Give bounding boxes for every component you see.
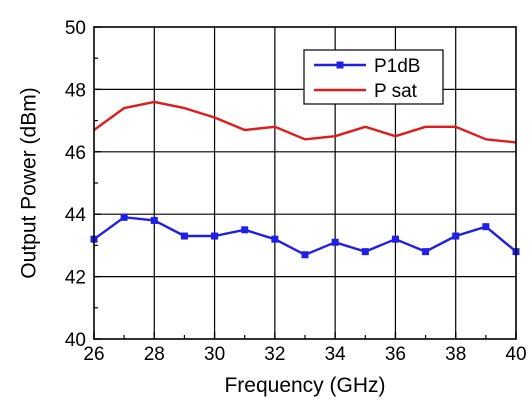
legend-label: P sat bbox=[374, 81, 418, 102]
series-line bbox=[93, 100, 517, 144]
data-point bbox=[271, 235, 279, 243]
legend-label: P1dB bbox=[374, 56, 420, 77]
x-tick-label: 32 bbox=[264, 344, 285, 365]
x-tick-label: 36 bbox=[385, 344, 406, 365]
data-point bbox=[150, 216, 158, 224]
data-point bbox=[452, 232, 460, 240]
x-tick-label: 30 bbox=[204, 344, 225, 365]
data-point bbox=[301, 251, 309, 259]
data-point bbox=[241, 226, 249, 234]
x-tick-label: 34 bbox=[325, 344, 347, 365]
axis-ticks bbox=[93, 26, 517, 340]
y-tick-label: 48 bbox=[65, 80, 86, 101]
tick-labels: 26 28 30 32 34 36 38 40 40 42 44 46 48 50 bbox=[65, 18, 527, 365]
legend-box bbox=[303, 49, 444, 105]
legend-marker bbox=[336, 61, 344, 69]
y-axis-title: Output Power (dBm) bbox=[18, 87, 41, 278]
y-tick-label: 40 bbox=[65, 330, 86, 351]
data-point bbox=[120, 213, 128, 221]
data-point bbox=[331, 238, 339, 246]
legend: P1dB P sat bbox=[303, 49, 444, 105]
x-tick-label: 26 bbox=[83, 344, 104, 365]
x-axis-title: Frequency (GHz) bbox=[224, 374, 385, 397]
data-point bbox=[180, 232, 188, 240]
data-point bbox=[422, 248, 430, 256]
y-tick-label: 50 bbox=[65, 18, 86, 39]
grid-lines bbox=[94, 27, 516, 339]
y-tick-label: 44 bbox=[65, 205, 87, 226]
x-tick-label: 38 bbox=[445, 344, 466, 365]
x-tick-label: 28 bbox=[144, 344, 165, 365]
data-point bbox=[391, 235, 399, 243]
y-tick-label: 46 bbox=[65, 143, 86, 164]
series-p-sat bbox=[93, 100, 517, 144]
data-point bbox=[482, 223, 490, 231]
data-point bbox=[211, 232, 219, 240]
y-tick-label: 42 bbox=[65, 268, 86, 289]
x-tick-label: 40 bbox=[505, 344, 526, 365]
data-point bbox=[361, 248, 369, 256]
